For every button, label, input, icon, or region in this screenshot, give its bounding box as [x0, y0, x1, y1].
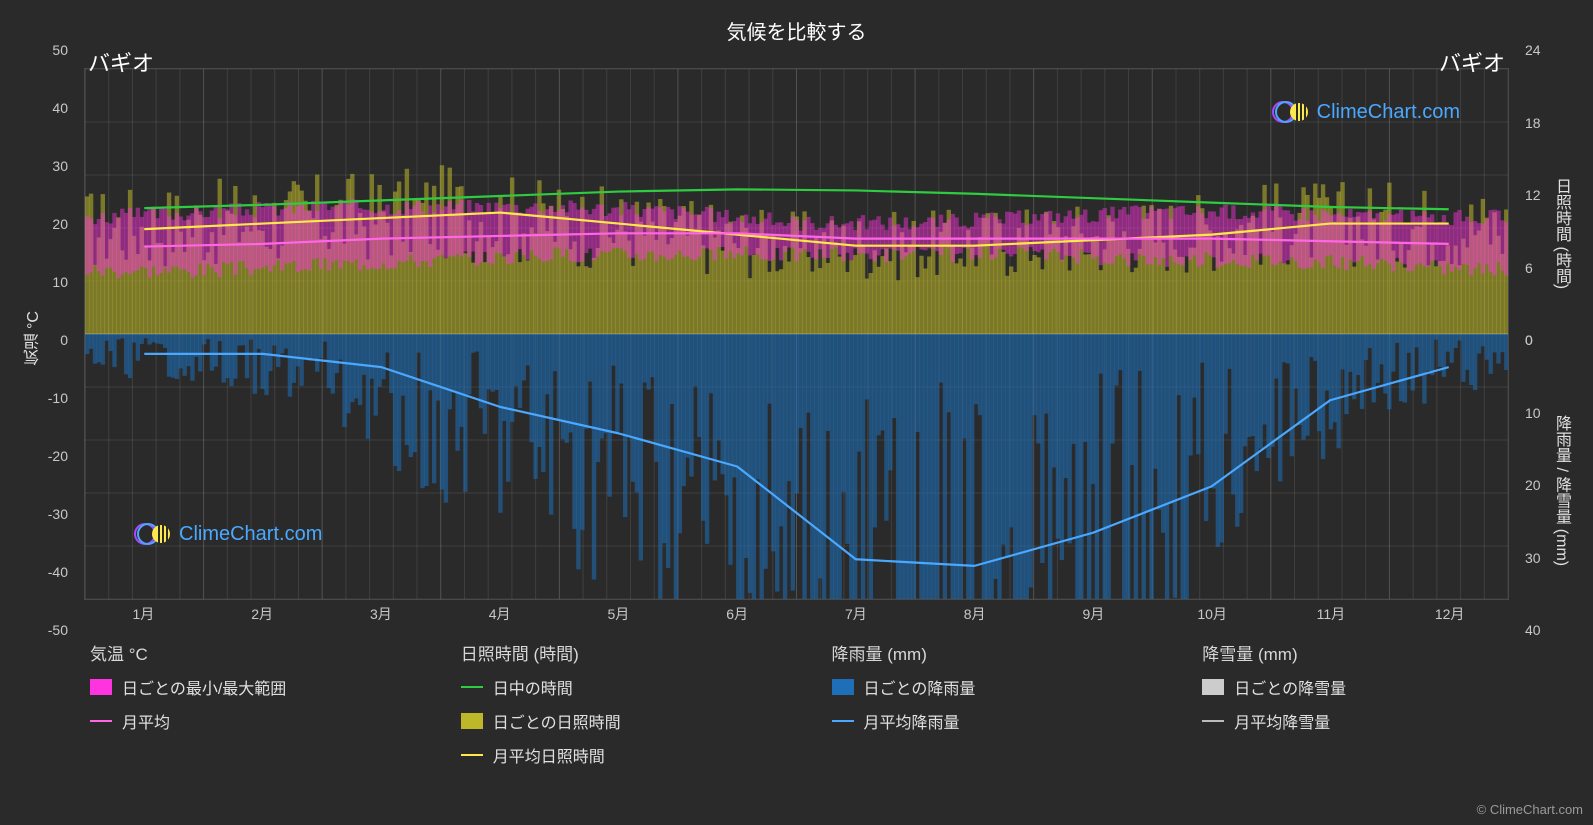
plot-area: ClimeChart.com ClimeChart.com: [84, 68, 1509, 600]
y-ticks-right-top: 24181260: [1515, 50, 1549, 340]
legend-group: 気温 °C 日ごとの最小/最大範囲月平均: [90, 640, 421, 777]
legend-item: 日ごとの降雨量: [832, 675, 1163, 699]
legend-label: 日ごとの降雪量: [1234, 675, 1346, 699]
legend-item: 月平均: [90, 709, 421, 733]
legend-swatch: [1202, 679, 1224, 695]
legend-group: 降雨量 (mm) 日ごとの降雨量月平均降雨量: [832, 640, 1163, 777]
legend-label: 日ごとの降雨量: [864, 675, 976, 699]
legend-swatch: [461, 686, 483, 688]
chart-container: バギオ バギオ 気温 °C 日照時間 (時間) 降雨量 / 降雪量 (mm) 5…: [50, 50, 1543, 630]
legend-item: 月平均降雪量: [1202, 709, 1533, 733]
legend-group-title: 降雨量 (mm): [832, 640, 1163, 665]
legend-item: 日ごとの最小/最大範囲: [90, 675, 421, 699]
chart-title: 気候を比較する: [0, 0, 1593, 45]
legend-label: 月平均日照時間: [493, 743, 605, 767]
legend-swatch: [90, 720, 112, 722]
legend-item: 月平均降雨量: [832, 709, 1163, 733]
legend-swatch: [1202, 720, 1224, 722]
y-axis-right-top-label: 日照時間 (時間): [1549, 178, 1573, 289]
copyright: © ClimeChart.com: [1477, 802, 1583, 817]
legend-item: 日ごとの日照時間: [461, 709, 792, 733]
y-ticks-left: 50403020100-10-20-30-40-50: [44, 50, 78, 630]
legend-item: 月平均日照時間: [461, 743, 792, 767]
legend-label: 月平均降雨量: [864, 709, 960, 733]
legend-label: 日ごとの日照時間: [493, 709, 621, 733]
x-ticks: 1月2月3月4月5月6月7月8月9月10月11月12月: [84, 604, 1509, 626]
legend-label: 日ごとの最小/最大範囲: [122, 675, 286, 699]
legend-swatch: [461, 754, 483, 756]
legend-item: 日ごとの降雪量: [1202, 675, 1533, 699]
legend-label: 月平均降雪量: [1234, 709, 1330, 733]
y-axis-left-label: 気温 °C: [22, 311, 46, 365]
legend-group-title: 降雪量 (mm): [1202, 640, 1533, 665]
legend-group: 降雪量 (mm) 日ごとの降雪量月平均降雪量: [1202, 640, 1533, 777]
legend-swatch: [461, 713, 483, 729]
legend-swatch: [90, 679, 112, 695]
legend: 気温 °C 日ごとの最小/最大範囲月平均 日照時間 (時間) 日中の時間日ごとの日照時…: [90, 640, 1533, 777]
legend-label: 日中の時間: [493, 675, 573, 699]
legend-label: 月平均: [122, 709, 170, 733]
legend-group-title: 日照時間 (時間): [461, 640, 792, 665]
legend-item: 日中の時間: [461, 675, 792, 699]
legend-group-title: 気温 °C: [90, 640, 421, 665]
legend-swatch: [832, 720, 854, 722]
y-ticks-right-bottom: 010203040: [1515, 340, 1549, 630]
legend-swatch: [832, 679, 854, 695]
plot-svg: [85, 69, 1508, 599]
legend-group: 日照時間 (時間) 日中の時間日ごとの日照時間月平均日照時間: [461, 640, 792, 777]
y-axis-right-bottom-label: 降雨量 / 降雪量 (mm): [1549, 415, 1573, 566]
